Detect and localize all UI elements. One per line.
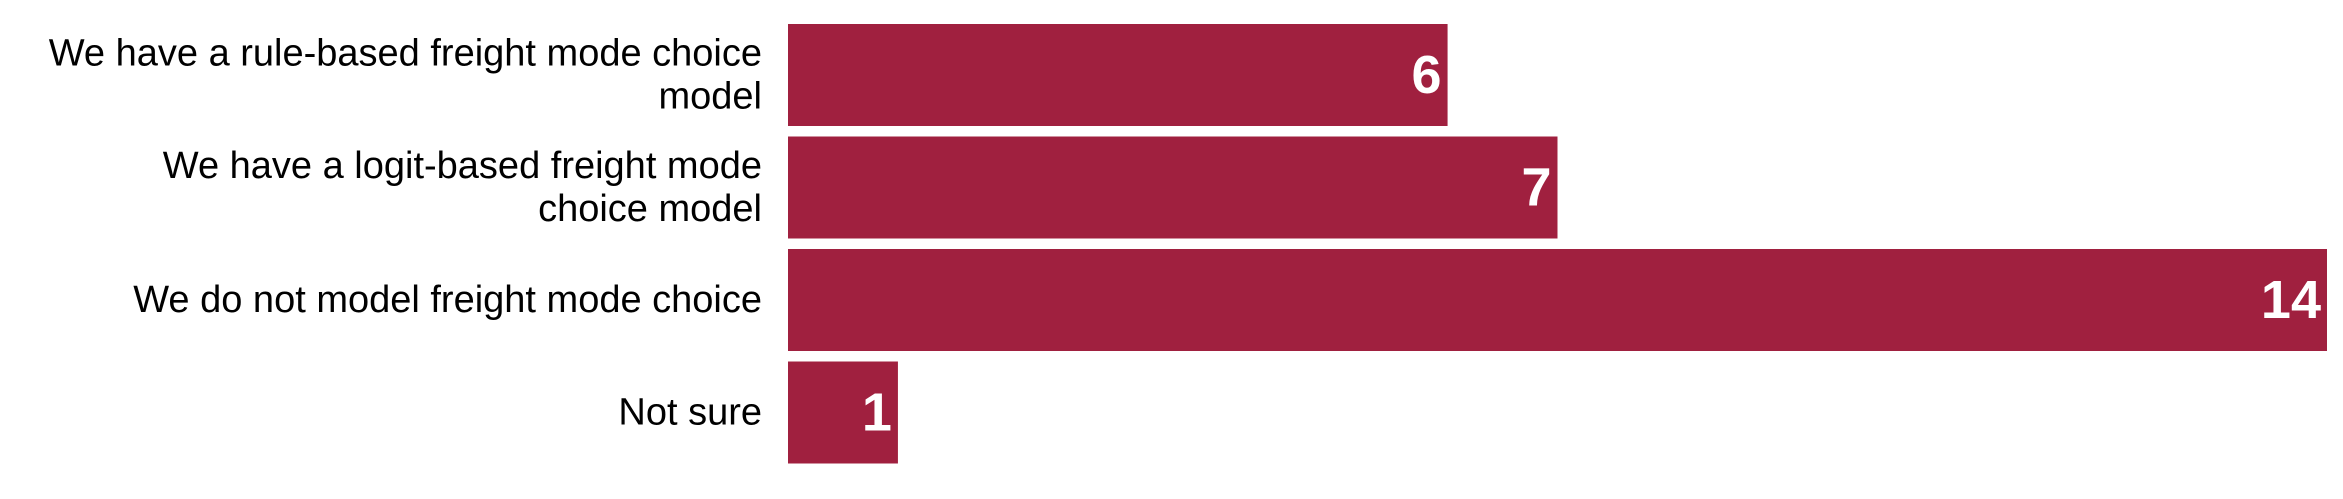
category-labels-group: We have a rule-based freight mode choice… xyxy=(49,33,762,434)
category-label-line: We have a logit-based freight mode xyxy=(163,145,762,187)
category-label-line: We do not model freight mode choice xyxy=(133,279,762,321)
category-label-4: Not sure xyxy=(618,392,762,434)
category-label-3: We do not model freight mode choice xyxy=(133,279,762,321)
value-label-2: 7 xyxy=(1521,158,1551,218)
bar-2 xyxy=(788,136,1558,239)
category-label-line: Not sure xyxy=(618,392,762,434)
value-labels-group: 6 7 14 1 xyxy=(862,45,2321,443)
category-label-2: We have a logit-based freight mode choice… xyxy=(163,145,762,230)
bars-group xyxy=(788,24,2327,464)
bar-3 xyxy=(788,249,2327,351)
category-label-line: We have a rule-based freight mode choice xyxy=(49,33,762,75)
value-label-1: 6 xyxy=(1412,45,1442,105)
category-label-line: model xyxy=(659,76,763,118)
value-label-4: 1 xyxy=(862,383,892,443)
category-label-line: choice model xyxy=(538,188,762,230)
bar-4 xyxy=(788,361,898,464)
bar-1 xyxy=(788,24,1448,126)
value-label-3: 14 xyxy=(2261,270,2321,330)
category-label-1: We have a rule-based freight mode choice… xyxy=(49,33,762,118)
